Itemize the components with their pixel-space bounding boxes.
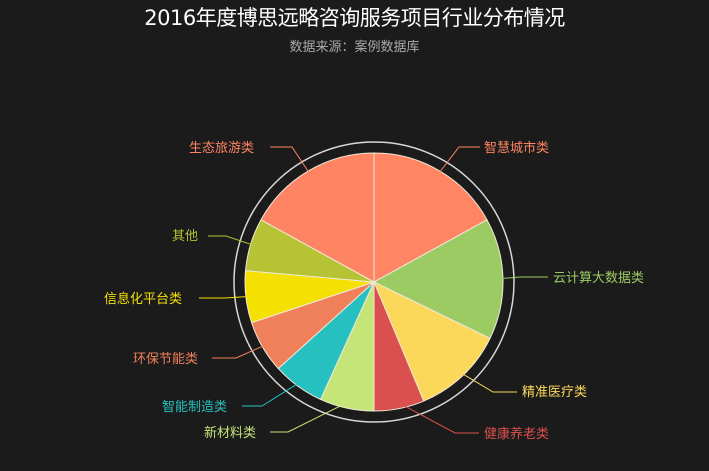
pie-slice-2[interactable] bbox=[373, 280, 491, 402]
leader-line-7 bbox=[199, 295, 252, 299]
label-cloud-bigdata: 云计算大数据类 bbox=[553, 271, 644, 286]
label-eco-tourism: 生态旅游类 bbox=[189, 141, 254, 156]
leader-line-0 bbox=[436, 146, 480, 177]
leader-line-8 bbox=[208, 235, 257, 247]
label-eco-energy: 环保节能类 bbox=[133, 352, 198, 367]
leader-line-4 bbox=[270, 401, 349, 433]
leader-line-2 bbox=[458, 370, 517, 393]
leader-line-1 bbox=[496, 276, 548, 280]
leader-line-3 bbox=[397, 402, 479, 434]
leader-line-6 bbox=[212, 343, 268, 359]
leader-lines bbox=[199, 146, 548, 434]
label-other: 其他 bbox=[172, 229, 198, 244]
label-health-elderly: 健康养老类 bbox=[484, 426, 549, 442]
label-smart-city: 智慧城市类 bbox=[484, 140, 549, 156]
outer-ring bbox=[233, 141, 515, 423]
pie-slice-0[interactable] bbox=[373, 152, 488, 283]
leader-line-5 bbox=[242, 380, 302, 407]
label-info-platform: 信息化平台类 bbox=[104, 291, 182, 307]
label-new-materials: 新材料类 bbox=[204, 425, 256, 441]
chart-title: 2016年度博思远略咨询服务项目行业分布情况 bbox=[144, 6, 565, 30]
leader-line-9 bbox=[270, 146, 312, 177]
label-smart-manufacturing: 智能制造类 bbox=[162, 400, 227, 415]
chart-subtitle: 数据来源：案例数据库 bbox=[289, 40, 420, 55]
pie-slices bbox=[244, 152, 504, 412]
label-precision-medicine: 精准医疗类 bbox=[522, 385, 587, 400]
